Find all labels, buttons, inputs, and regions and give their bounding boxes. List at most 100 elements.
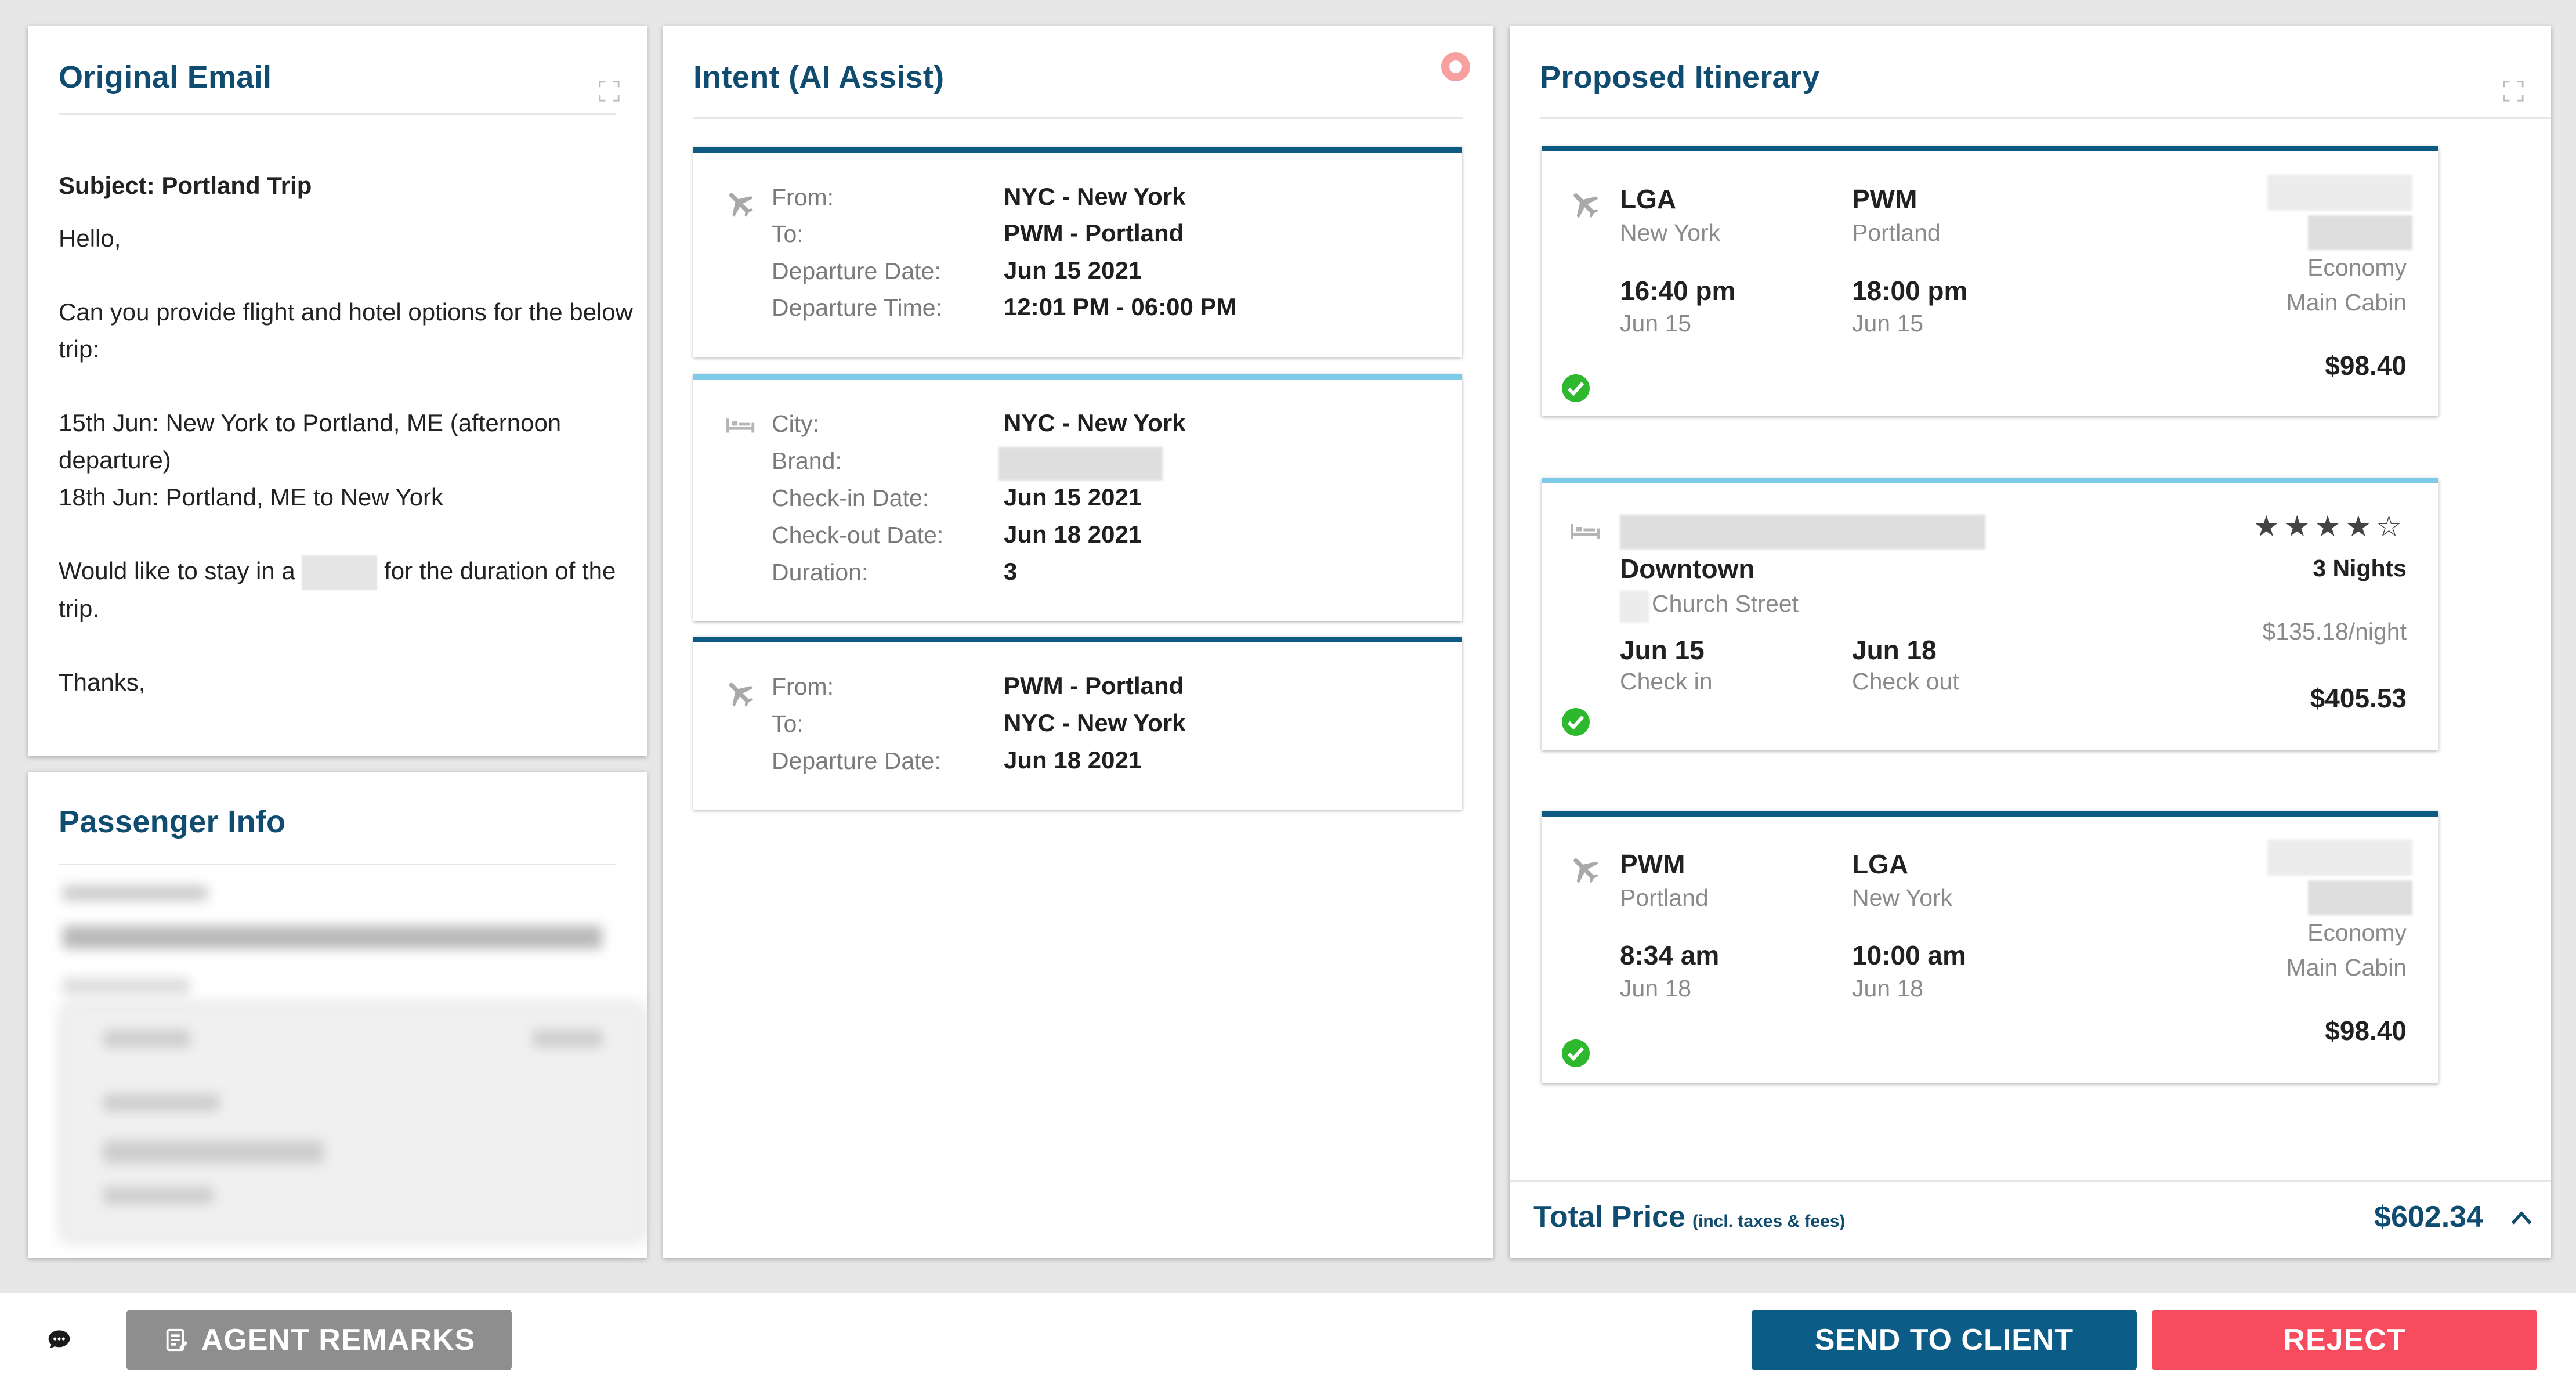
chat-icon[interactable] <box>46 1326 72 1352</box>
total-divider <box>1510 1180 2551 1182</box>
total-price-title: Total Price <box>1533 1200 1686 1234</box>
field-value-checkin-date: Jun 15 2021 <box>1004 483 1142 511</box>
notes-icon <box>166 1328 187 1352</box>
redacted-brand <box>998 447 1163 481</box>
redacted-hotel-name <box>1620 515 1985 550</box>
field-label: City: <box>772 410 819 437</box>
card-accent-bar <box>693 147 1462 153</box>
redacted-text <box>302 555 378 590</box>
field-value-to: NYC - New York <box>1004 709 1186 736</box>
checkout-label: Check out <box>1852 668 1959 695</box>
expand-icon[interactable] <box>598 80 620 102</box>
nightly-rate: $135.18/night <box>2262 618 2407 645</box>
origin-city: Portland <box>1620 884 1709 911</box>
redacted-airline-logo <box>2308 880 2412 915</box>
bed-icon <box>1571 524 1600 539</box>
hotel-price: $405.53 <box>2310 683 2407 713</box>
card-accent-bar <box>1542 478 2438 483</box>
email-signoff: Thanks, <box>59 668 146 696</box>
origin-code: PWM <box>1620 849 1685 879</box>
plane-icon <box>1573 858 1598 883</box>
field-value-departure-date: Jun 15 2021 <box>1004 257 1142 284</box>
field-label: Check-out Date: <box>772 522 944 548</box>
intent-flight-card: From: PWM - Portland To: NYC - New York … <box>693 637 1462 810</box>
hotel-street: Church Street <box>1652 590 1799 617</box>
cabin-class: Economy <box>2307 254 2407 281</box>
divider <box>693 117 1463 119</box>
field-value-from: PWM - Portland <box>1004 672 1184 699</box>
nights-count: 3 Nights <box>2313 555 2407 581</box>
departure-date: Jun 15 <box>1620 310 1692 337</box>
checkin-date: Jun 15 <box>1620 635 1705 665</box>
field-label: To: <box>772 710 804 737</box>
field-label: Departure Date: <box>772 747 941 774</box>
intent-flight-card: From: NYC - New York To: PWM - Portland … <box>693 147 1462 357</box>
arrival-time: 18:00 pm <box>1852 276 1968 306</box>
origin-city: New York <box>1620 219 1721 246</box>
record-indicator-icon[interactable] <box>1441 52 1470 81</box>
plane-icon <box>729 193 754 217</box>
arrival-date: Jun 15 <box>1852 310 1924 337</box>
email-body: Subject: Portland Trip Hello, Can you pr… <box>59 167 639 701</box>
reject-button[interactable]: REJECT <box>2152 1310 2537 1370</box>
field-label: To: <box>772 221 804 247</box>
panel-title-intent: Intent (AI Assist) <box>693 60 945 95</box>
field-value-to: PWM - Portland <box>1004 219 1184 247</box>
agent-remarks-button[interactable]: AGENT REMARKS <box>126 1310 512 1370</box>
total-price-note: (incl. taxes & fees) <box>1692 1212 1846 1231</box>
card-accent-bar <box>1542 811 2438 817</box>
panel-title-itinerary: Proposed Itinerary <box>1540 60 1820 95</box>
redacted-airline <box>2267 840 2412 876</box>
field-value-departure-time: 12:01 PM - 06:00 PM <box>1004 293 1237 320</box>
field-value-from: NYC - New York <box>1004 183 1186 210</box>
itinerary-flight-card: PWM Portland 8:34 am Jun 18 LGA New York… <box>1542 811 2438 1083</box>
intent-hotel-card: City: NYC - New York Brand: Check-in Dat… <box>693 374 1462 621</box>
agent-remarks-label: AGENT REMARKS <box>201 1323 476 1357</box>
field-label: From: <box>772 184 834 211</box>
passenger-details-redacted <box>28 772 647 1258</box>
card-accent-bar <box>693 374 1462 380</box>
field-value-departure-date: Jun 18 2021 <box>1004 746 1142 774</box>
flight-price: $98.40 <box>2325 351 2407 381</box>
itinerary-flight-card: LGA New York 16:40 pm Jun 15 PWM Portlan… <box>1542 146 2438 416</box>
departure-time: 8:34 am <box>1620 940 1720 970</box>
destination-city: Portland <box>1852 219 1941 246</box>
field-label: Duration: <box>772 559 869 586</box>
cabin-name: Main Cabin <box>2286 289 2407 316</box>
checkin-label: Check in <box>1620 668 1713 695</box>
email-line: 18th Jun: Portland, ME to New York <box>59 483 444 511</box>
card-accent-bar <box>1542 146 2438 151</box>
total-price-label: Total Price (incl. taxes & fees) <box>1533 1200 1845 1234</box>
divider <box>59 864 616 865</box>
email-line: 15th Jun: New York to Portland, ME (afte… <box>59 409 562 474</box>
origin-code: LGA <box>1620 184 1677 214</box>
hotel-area: Downtown <box>1620 554 1755 584</box>
passenger-info-panel: Passenger Info <box>28 772 647 1258</box>
bed-icon <box>726 418 755 433</box>
cabin-class: Economy <box>2307 919 2407 946</box>
plane-icon <box>1573 193 1598 218</box>
cabin-name: Main Cabin <box>2286 954 2407 981</box>
itinerary-hotel-card: Downtown Church Street Jun 15 Check in J… <box>1542 478 2438 750</box>
check-icon <box>1562 374 1590 402</box>
departure-date: Jun 18 <box>1620 975 1692 1002</box>
field-label: From: <box>772 673 834 700</box>
field-label: Departure Time: <box>772 294 942 321</box>
flight-price: $98.40 <box>2325 1016 2407 1046</box>
email-subject: Subject: Portland Trip <box>59 172 312 199</box>
destination-city: New York <box>1852 884 1953 911</box>
field-value-duration: 3 <box>1004 558 1018 585</box>
card-accent-bar <box>693 637 1462 642</box>
destination-code: PWM <box>1852 184 1917 214</box>
redacted-airline <box>2267 175 2412 211</box>
email-greeting: Hello, <box>59 225 121 252</box>
email-line: Would like to stay in a <box>59 557 295 584</box>
star-rating-icon: ★★★★☆ <box>2253 510 2407 543</box>
arrival-date: Jun 18 <box>1852 975 1924 1002</box>
checkout-date: Jun 18 <box>1852 635 1937 665</box>
original-email-panel: Original Email Subject: Portland Trip He… <box>28 26 647 756</box>
plane-icon <box>729 682 754 707</box>
chevron-up-icon[interactable] <box>2509 1205 2534 1231</box>
send-to-client-button[interactable]: SEND TO CLIENT <box>1752 1310 2137 1370</box>
expand-icon[interactable] <box>2502 80 2524 102</box>
